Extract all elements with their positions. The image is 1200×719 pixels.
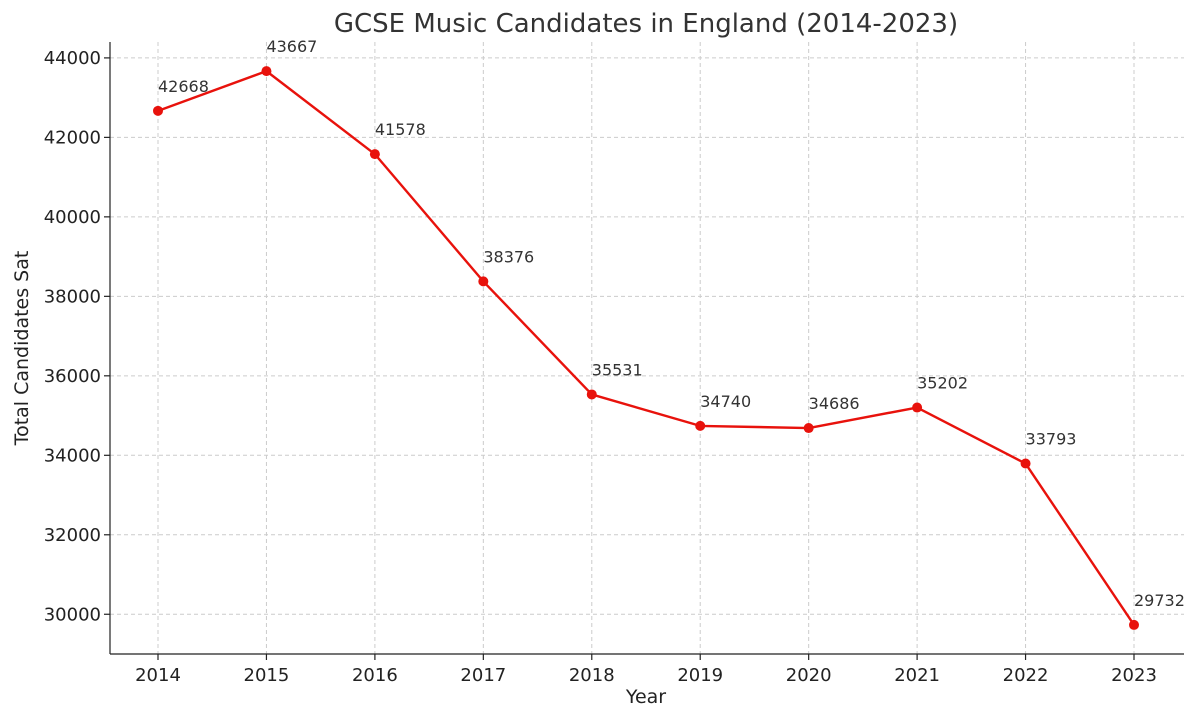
data-point [1020,458,1031,469]
data-point [912,402,923,413]
y-axis-ticks: 30000 32000 34000 36000 38000 40000 42000 44000 [44,48,110,625]
y-tick-label: 44000 [44,48,101,69]
data-label: 34686 [809,394,860,413]
data-label: 29732 [1134,591,1185,610]
data-label: 41578 [375,120,426,139]
data-label: 33793 [1026,430,1077,449]
data-point [1129,619,1139,630]
data-label: 35202 [917,374,968,393]
data-point [586,389,597,400]
y-tick-label: 36000 [44,366,101,387]
series-total-candidates [153,66,1139,630]
data-point [369,149,380,160]
data-labels: 42668 43667 41578 38376 35531 34740 34686 35202… [158,37,1185,610]
x-tick-label: 2021 [894,665,940,686]
x-tick-label: 2023 [1111,665,1157,686]
data-label: 38376 [483,247,534,266]
data-label: 43667 [266,37,317,56]
axes [109,42,1184,655]
chart-title: GCSE Music Candidates in England (2014-2… [334,9,958,39]
y-tick-label: 32000 [44,525,101,546]
y-tick-label: 42000 [44,127,101,148]
series-line [157,69,1135,626]
x-tick-label: 2014 [135,665,181,686]
data-label: 35531 [592,360,643,379]
data-point [803,423,814,434]
x-axis-label: Year [625,686,666,708]
x-tick-label: 2018 [569,665,615,686]
data-point [695,420,706,431]
data-point [261,66,272,77]
x-tick-label: 2019 [677,665,723,686]
y-tick-label: 38000 [44,286,101,307]
data-label: 34740 [700,392,751,411]
x-axis-ticks: 2014 2015 2016 2017 2018 2019 2020 2021 2022 2023 [135,654,1157,686]
y-tick-label: 40000 [44,207,101,228]
x-tick-label: 2020 [786,665,832,686]
y-tick-label: 34000 [44,445,101,466]
grid [110,42,1184,654]
x-tick-label: 2015 [244,665,290,686]
x-tick-label: 2022 [1003,665,1049,686]
x-tick-label: 2017 [460,665,506,686]
data-point [478,276,489,287]
y-tick-label: 30000 [44,604,101,625]
y-axis-label: Total Candidates Sat [11,251,33,447]
data-point [153,105,163,116]
x-tick-label: 2016 [352,665,398,686]
data-label: 42668 [158,77,209,96]
